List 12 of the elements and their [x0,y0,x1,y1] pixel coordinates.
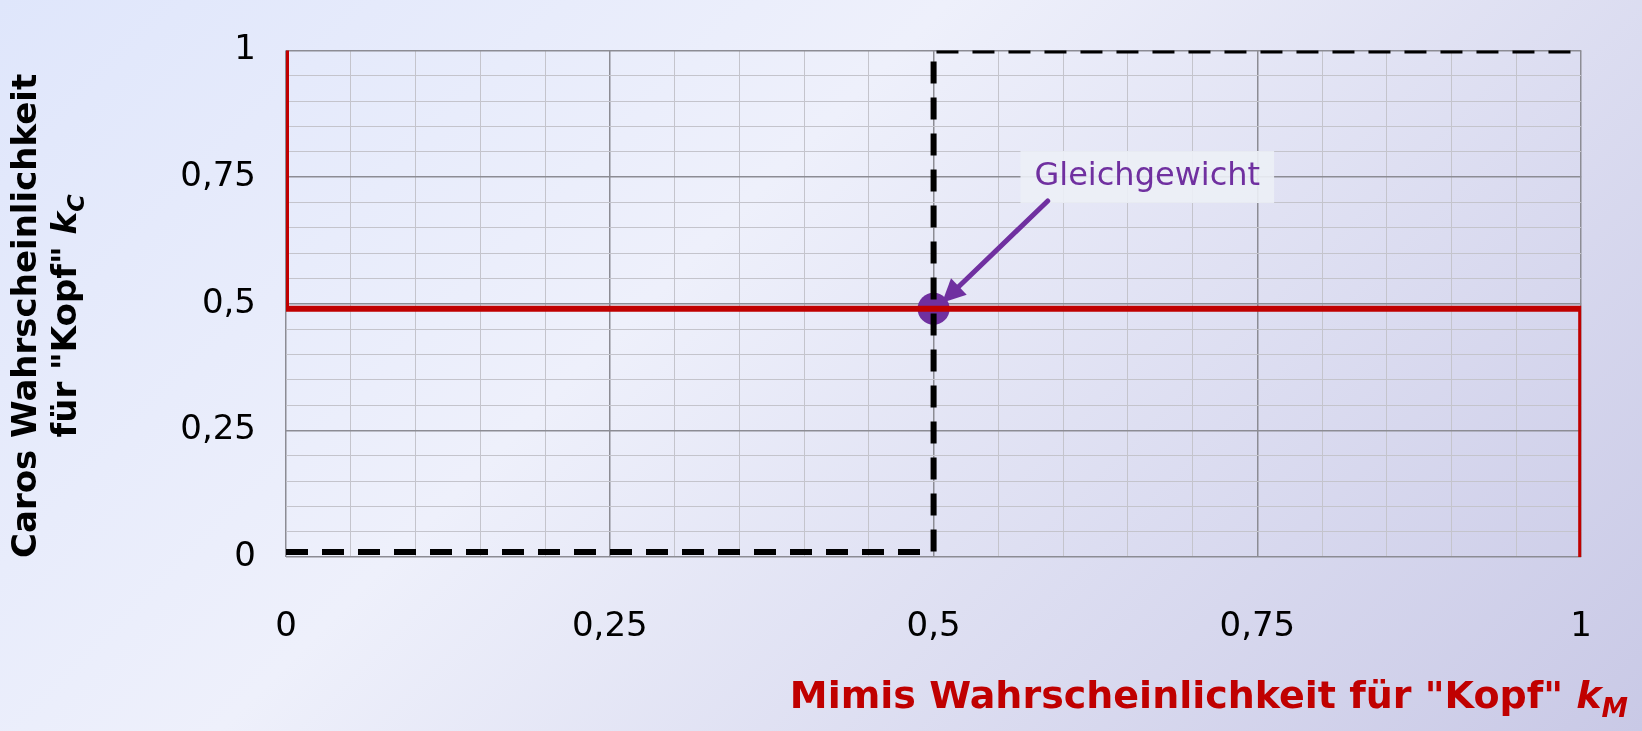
y-tick-label: 1 [234,27,256,68]
x-tick-label: 0,75 [1219,604,1296,645]
x-tick-label: 0,5 [906,604,961,645]
annotation: Gleichgewicht [1034,155,1261,194]
x-tick-label: 0 [275,604,297,645]
x-tick-label: 0,25 [571,604,648,645]
x-axis-title: Mimis Wahrscheinlichkeit für "Kopf" k$_{M}$ [789,673,1628,723]
y-tick-label: 0,75 [180,153,256,194]
y-tick-label: 0 [234,533,256,574]
y-tick-label: 0,25 [180,407,256,448]
x-tick-label: 1 [1570,604,1592,645]
y-tick-label: 0,5 [201,280,256,321]
